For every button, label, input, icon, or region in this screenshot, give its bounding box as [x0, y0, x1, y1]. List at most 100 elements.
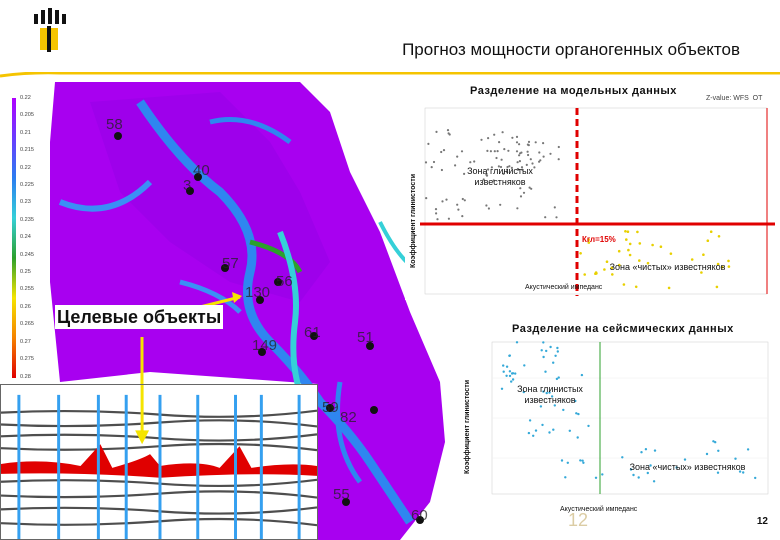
scatter-point — [624, 230, 627, 233]
color-scale-tick: 0.225 — [20, 182, 34, 189]
target-objects-label: Целевые объекты — [55, 305, 224, 329]
scatter-point — [489, 150, 492, 153]
scatter-point — [649, 464, 652, 467]
scatter-point — [568, 429, 571, 432]
scatter-point — [521, 168, 524, 171]
well-label: 3 — [183, 177, 191, 194]
scatter-point — [714, 441, 717, 444]
scatter-point — [587, 424, 590, 428]
scatter-point — [716, 471, 720, 474]
scatter-point — [564, 476, 567, 479]
scatter-point — [550, 395, 554, 398]
scatter-point — [517, 168, 520, 171]
scatter-point — [625, 238, 628, 241]
scatter-point — [533, 166, 536, 169]
scatter-point — [511, 378, 515, 381]
scatter-point — [527, 431, 531, 435]
scatter-point — [611, 273, 614, 276]
scatter-point — [562, 408, 565, 412]
color-scale-tick: 0.28 — [20, 373, 31, 380]
scatter-point — [538, 151, 541, 154]
scatter-point — [594, 476, 598, 479]
scatter-point — [531, 162, 534, 165]
scatter-point — [436, 218, 439, 221]
scatter-point — [454, 164, 457, 167]
scatter-point — [545, 349, 548, 353]
scatter-point — [549, 345, 552, 349]
scatter-point — [552, 361, 555, 364]
color-scale-tick: 0.245 — [20, 251, 34, 258]
scatter-point — [557, 158, 560, 161]
scatter-point — [549, 152, 552, 155]
scatter-point — [435, 212, 438, 215]
scatter-point — [746, 448, 750, 451]
scatter-point — [522, 390, 525, 394]
scatter-point — [603, 268, 606, 271]
scatter-point — [629, 468, 633, 471]
scatter-point — [594, 271, 598, 274]
scatter-point — [544, 370, 547, 373]
scatter-point — [515, 141, 519, 144]
scatter-point — [493, 133, 496, 136]
scatter-point — [553, 206, 556, 209]
well-label: 149 — [252, 337, 277, 354]
scatter-point — [505, 168, 509, 171]
seismic-panel-ylabel: Коэффициент глинистости — [464, 379, 471, 474]
scatter-point — [427, 142, 430, 145]
header-rule — [0, 72, 780, 78]
color-scale-tick: 0.24 — [20, 234, 31, 241]
scatter-point — [519, 187, 522, 190]
model-panel-xlabel: Акустический импеданс — [525, 284, 603, 291]
color-scale-tick: 0.26 — [20, 303, 31, 310]
well-label: 40 — [193, 162, 210, 179]
scatter-point — [519, 195, 523, 198]
scatter-point — [601, 473, 604, 476]
color-scale: 0.22 0.205 0.21 0.215 0.22 0.225 0.23 0.235 0.24… — [4, 84, 50, 384]
seismic-section — [0, 384, 318, 540]
clean-zone-label: Зона «чистых» известняков — [609, 262, 726, 272]
scatter-point — [717, 449, 720, 452]
scatter-point — [487, 137, 490, 140]
scatter-point — [636, 230, 639, 234]
scatter-point — [628, 253, 632, 257]
scatter-point — [538, 160, 541, 163]
scatter-point — [446, 129, 450, 132]
thickness-map: 58 40 3 57 56 130 61 51 149 59 82 55 60 — [50, 82, 445, 540]
company-logo-icon — [34, 8, 66, 52]
color-scale-tick: 0.265 — [20, 321, 34, 328]
scatter-point — [497, 165, 500, 168]
color-scale-tick: 0.21 — [20, 129, 31, 136]
scatter-point — [638, 242, 642, 245]
scatter-point — [505, 365, 509, 368]
clay-zone-label: Зона глинистых известняков — [467, 166, 533, 187]
scatter-point — [520, 166, 524, 169]
scatter-point — [542, 390, 545, 393]
scatter-point — [554, 354, 557, 357]
color-scale-tick: 0.255 — [20, 286, 34, 293]
scatter-point — [530, 187, 533, 190]
scatter-point — [526, 150, 529, 153]
scatter-point — [742, 471, 745, 474]
scatter-point — [534, 429, 538, 432]
scatter-point — [534, 141, 537, 144]
color-scale-tick: 0.275 — [20, 356, 34, 363]
scatter-point — [508, 354, 511, 357]
scatter-point — [519, 152, 522, 155]
scatter-point — [473, 160, 476, 163]
seismic-crossplot — [462, 338, 772, 506]
seismic-panel-title: Разделение на сейсмических данных — [512, 323, 734, 335]
scatter-point — [541, 423, 544, 427]
well-label: 60 — [411, 507, 428, 524]
color-scale-bar — [12, 98, 16, 378]
scatter-point — [527, 140, 531, 143]
well-label: 51 — [357, 329, 374, 346]
scatter-point — [456, 155, 459, 158]
scatter-point — [430, 166, 433, 169]
scatter-point — [532, 434, 535, 437]
scatter-point — [702, 253, 705, 256]
scatter-point — [527, 144, 530, 147]
scatter-point — [700, 271, 703, 274]
scatter-point — [644, 448, 648, 451]
scatter-point — [690, 258, 694, 261]
scatter-point — [510, 166, 513, 169]
